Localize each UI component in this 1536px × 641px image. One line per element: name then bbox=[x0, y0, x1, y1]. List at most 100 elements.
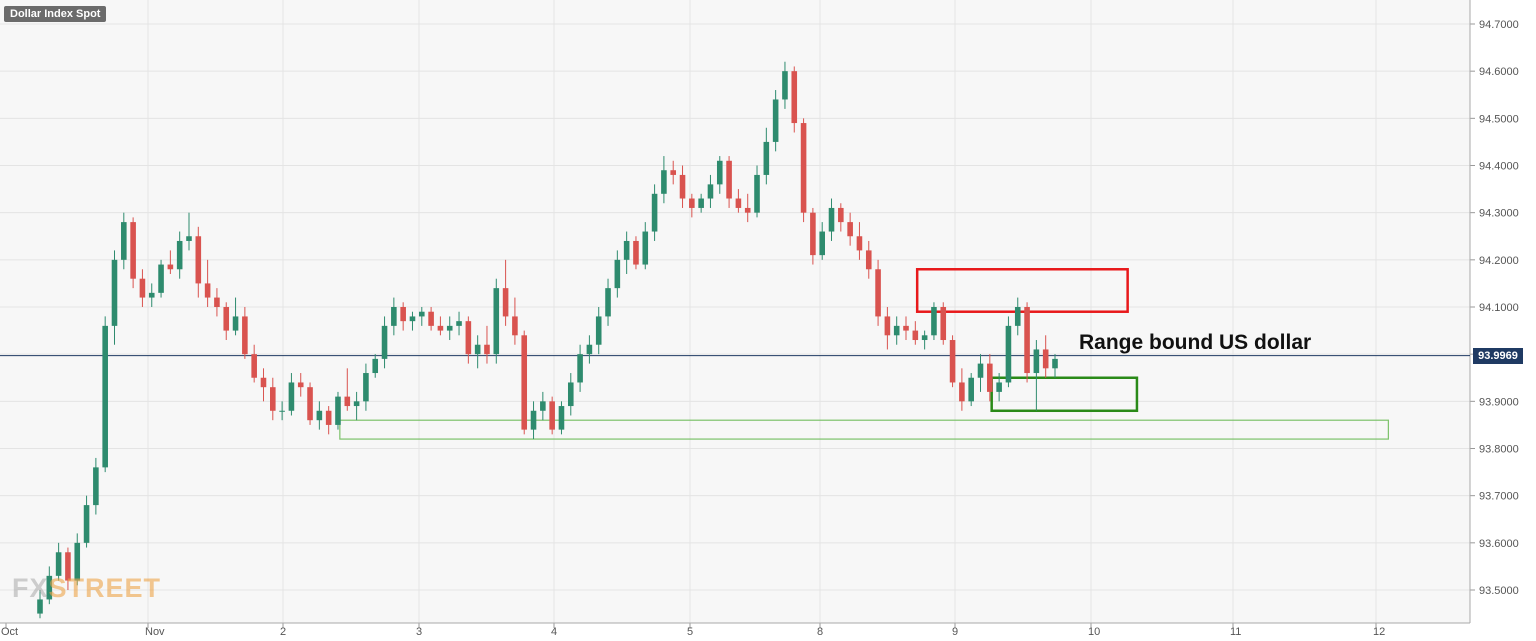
x-tick-label: 2 bbox=[280, 626, 286, 638]
candle-body bbox=[689, 198, 695, 208]
candle-body bbox=[381, 325, 388, 359]
zone-range-support bbox=[990, 376, 1139, 413]
candle-body bbox=[791, 71, 798, 124]
candle-body bbox=[83, 505, 90, 543]
x-tick-label: 3 bbox=[416, 626, 422, 638]
candle-body bbox=[46, 575, 53, 600]
candle-body bbox=[772, 99, 779, 142]
y-tick-label: 94.7000 bbox=[1479, 19, 1519, 31]
candle-body bbox=[204, 283, 211, 298]
annotation-text: Range bound US dollar bbox=[1079, 331, 1312, 354]
watermark-part1: FX bbox=[12, 573, 49, 603]
candle-body bbox=[139, 278, 146, 298]
candle-body bbox=[716, 160, 723, 185]
y-tick-label: 94.3000 bbox=[1479, 208, 1519, 220]
y-tick-label: 94.6000 bbox=[1479, 66, 1519, 78]
candle-body bbox=[540, 401, 546, 411]
candle-body bbox=[93, 467, 99, 506]
candle-body bbox=[176, 240, 183, 270]
candle-body bbox=[428, 311, 434, 326]
x-tick-label: 8 bbox=[817, 626, 823, 638]
candle-body bbox=[987, 363, 993, 392]
candle-body bbox=[437, 325, 444, 331]
candle-body bbox=[875, 269, 881, 317]
candle-body bbox=[698, 198, 704, 208]
candle-body bbox=[195, 236, 202, 284]
candle-body bbox=[307, 387, 313, 421]
candle-body bbox=[819, 231, 825, 256]
candle-body bbox=[968, 377, 974, 402]
candle-body bbox=[325, 410, 332, 425]
candle-body bbox=[484, 344, 490, 355]
x-tick-label: 11 bbox=[1230, 626, 1241, 638]
candle-body bbox=[363, 373, 369, 402]
y-tick-label: 94.1000 bbox=[1479, 302, 1519, 314]
candle-body bbox=[297, 382, 304, 388]
candle-body bbox=[661, 170, 667, 194]
candle-body bbox=[651, 193, 658, 232]
candle-body bbox=[996, 382, 1002, 392]
fxstreet-watermark: FXSTREET bbox=[12, 573, 161, 604]
y-tick-label: 93.6000 bbox=[1479, 538, 1519, 550]
candle-body bbox=[912, 330, 919, 341]
candle-body bbox=[251, 354, 257, 378]
candle-body bbox=[55, 552, 62, 576]
candle-body bbox=[754, 174, 760, 213]
candle-body bbox=[847, 222, 853, 237]
candle-body bbox=[446, 325, 453, 331]
candle-body bbox=[679, 174, 686, 199]
candle-body bbox=[232, 316, 239, 331]
candle-body bbox=[921, 335, 928, 341]
candle-body bbox=[37, 599, 43, 614]
candle-body bbox=[838, 207, 844, 223]
candle-body bbox=[865, 250, 872, 270]
candle-body bbox=[828, 207, 835, 232]
candle-body bbox=[1033, 349, 1040, 374]
candle-body bbox=[1042, 349, 1049, 369]
candle-body bbox=[502, 288, 509, 317]
candle-body bbox=[586, 344, 593, 355]
candle-body bbox=[903, 325, 909, 331]
candle-body bbox=[614, 259, 621, 289]
x-tick-label: 12 bbox=[1373, 626, 1385, 638]
candle-body bbox=[577, 354, 583, 383]
candle-body bbox=[893, 325, 900, 336]
candle-body bbox=[391, 307, 397, 326]
candle-body bbox=[474, 344, 481, 355]
candle-body bbox=[1024, 307, 1030, 374]
x-tick-label: 10 bbox=[1088, 626, 1100, 638]
candle-body bbox=[223, 307, 230, 331]
candle-body bbox=[409, 316, 416, 322]
candle-body bbox=[260, 377, 267, 388]
candle-body bbox=[567, 382, 574, 407]
candle-body bbox=[74, 542, 81, 581]
y-tick-label: 93.5000 bbox=[1479, 585, 1519, 597]
plot-background bbox=[0, 0, 1470, 623]
candle-body bbox=[130, 222, 136, 279]
candle-body bbox=[353, 401, 360, 407]
candle-body bbox=[121, 222, 127, 260]
candle-body bbox=[707, 184, 714, 199]
x-tick-label: 4 bbox=[551, 626, 557, 638]
candle-body bbox=[158, 264, 164, 293]
candle-body bbox=[558, 406, 565, 430]
candle-body bbox=[931, 307, 937, 336]
candle-body bbox=[623, 240, 630, 260]
candle-body bbox=[521, 335, 528, 430]
candle-body bbox=[1005, 325, 1012, 383]
candle-body bbox=[959, 382, 965, 402]
candle-body bbox=[65, 552, 71, 581]
candle-body bbox=[214, 297, 220, 307]
candle-body bbox=[400, 307, 406, 322]
candle-body bbox=[642, 231, 649, 265]
candle-body bbox=[810, 212, 816, 256]
candle-body bbox=[1052, 358, 1058, 369]
candle-body bbox=[270, 387, 276, 411]
current-price-badge: 93.9969 bbox=[1473, 348, 1523, 364]
y-tick-label: 93.9000 bbox=[1479, 396, 1519, 408]
candle-body bbox=[167, 264, 174, 270]
candle-body bbox=[316, 410, 323, 421]
candle-body bbox=[726, 160, 732, 199]
x-tick-label: 9 bbox=[952, 626, 958, 638]
